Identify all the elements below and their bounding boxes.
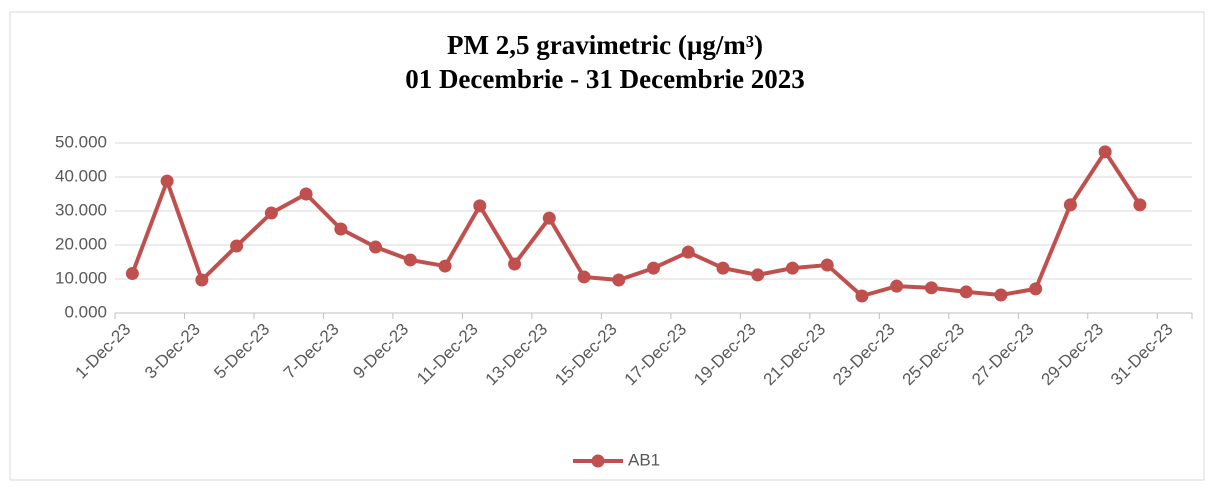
- data-point: [751, 268, 765, 282]
- data-point: [508, 257, 522, 271]
- data-point: [959, 285, 973, 299]
- y-tick-label: 30.000: [55, 200, 107, 219]
- data-point: [438, 259, 452, 273]
- data-point: [647, 261, 660, 275]
- data-point: [716, 261, 730, 275]
- data-point: [1133, 198, 1147, 212]
- data-point: [542, 211, 556, 225]
- data-point: [890, 279, 904, 293]
- legend-label: AB1: [628, 450, 660, 469]
- data-point: [994, 288, 1008, 302]
- data-point: [577, 270, 591, 284]
- data-point: [230, 239, 244, 253]
- legend-marker: [591, 454, 605, 468]
- data-point: [1029, 282, 1043, 296]
- chart-frame: [9, 11, 1205, 481]
- data-point: [924, 281, 938, 295]
- y-tick-label: 40.000: [55, 166, 107, 185]
- y-tick-label: 20.000: [55, 234, 107, 253]
- data-point: [820, 258, 834, 272]
- data-point: [785, 261, 799, 275]
- data-point: [125, 267, 139, 281]
- y-tick-label: 0.000: [64, 302, 107, 321]
- y-tick-label: 50.000: [55, 132, 107, 151]
- data-point: [1098, 145, 1112, 159]
- data-point: [369, 240, 383, 254]
- data-point: [855, 289, 869, 303]
- data-point: [1063, 198, 1077, 212]
- data-point: [160, 174, 174, 188]
- data-point: [299, 187, 313, 201]
- data-point: [334, 222, 348, 236]
- chart-title: PM 2,5 gravimetric (µg/m³): [447, 30, 763, 60]
- chart-subtitle: 01 Decembrie - 31 Decembrie 2023: [405, 64, 805, 94]
- data-point: [473, 199, 487, 213]
- data-point: [264, 206, 278, 220]
- data-point: [195, 273, 209, 287]
- data-point: [681, 245, 695, 259]
- data-point: [403, 253, 417, 267]
- data-point: [612, 273, 626, 287]
- y-tick-label: 10.000: [55, 268, 107, 287]
